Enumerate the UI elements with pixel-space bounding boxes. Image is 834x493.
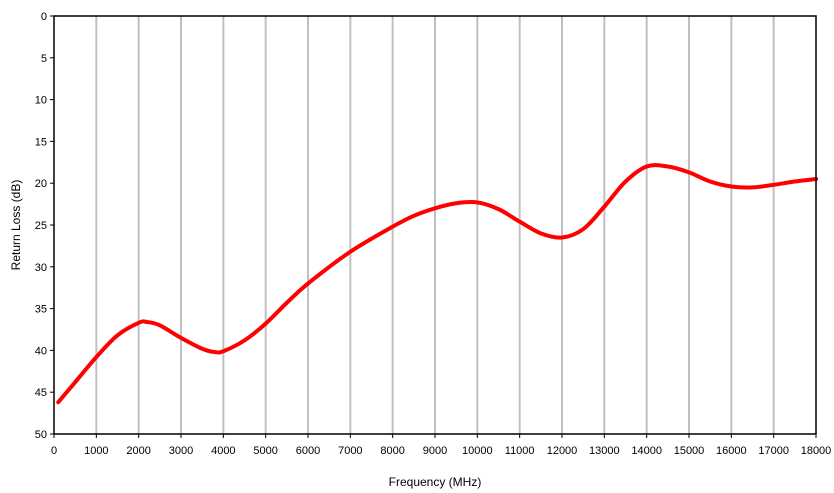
x-tick-label: 5000 [253,445,277,457]
y-tick-label: 40 [35,345,47,357]
x-axis-ticks: 0 1000 2000 3000 4000 5000 6000 7000 8000 9000 100… [51,434,831,457]
x-tick-label: 12000 [547,445,578,457]
x-tick-label: 6000 [296,445,320,457]
x-tick-label: 3000 [169,445,193,457]
y-tick-label: 50 [35,429,47,441]
x-tick-label: 10000 [462,445,493,457]
x-tick-label: 8000 [380,445,404,457]
y-tick-label: 35 [35,304,47,316]
x-tick-label: 4000 [211,445,235,457]
y-tick-label: 15 [35,136,47,148]
y-axis-ticks: 0 5 10 15 20 25 30 35 40 45 50 [35,11,54,441]
y-tick-label: 20 [35,178,47,190]
x-tick-label: 0 [51,445,57,457]
x-tick-label: 14000 [631,445,662,457]
y-tick-label: 5 [41,53,47,65]
y-tick-label: 10 [35,95,47,107]
series-layer [56,163,818,405]
y-axis-label: Return Loss (dB) [9,180,23,271]
x-tick-label: 16000 [716,445,747,457]
x-tick-label: 9000 [423,445,447,457]
y-tick-label: 30 [35,262,47,274]
x-tick-label: 13000 [589,445,620,457]
x-tick-label: 2000 [126,445,150,457]
x-tick-label: 17000 [758,445,789,457]
x-axis-label: Frequency (MHz) [389,475,482,489]
series-line-0 [56,163,818,405]
x-tick-label: 15000 [674,445,705,457]
y-tick-label: 45 [35,387,47,399]
y-tick-label: 25 [35,220,47,232]
vertical-grid [95,16,775,434]
x-tick-label: 7000 [338,445,362,457]
x-tick-label: 1000 [84,445,108,457]
x-tick-label: 11000 [505,445,535,457]
x-tick-label: 18000 [801,445,832,457]
plot-border [53,15,817,435]
y-tick-label: 0 [41,11,47,23]
